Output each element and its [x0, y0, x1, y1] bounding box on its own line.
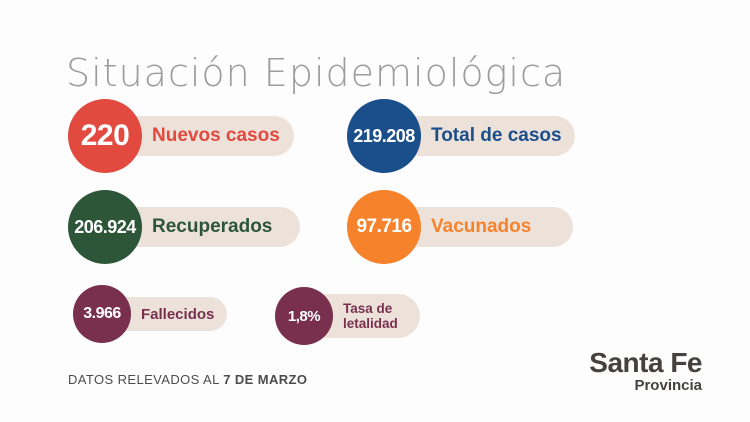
stat-label: Fallecidos	[141, 305, 215, 323]
stat-value: 1,8%	[287, 307, 321, 325]
stat-label: Tasa de letalidad	[343, 301, 398, 331]
footer-note-prefix: DATOS RELEVADOS AL	[68, 372, 224, 387]
stat-circle: 220	[68, 99, 142, 173]
santa-fe-logo: Santa Fe Provincia	[589, 348, 702, 394]
stat-label: Total de casos	[431, 125, 562, 146]
page-title: Situación Epidemiológica	[66, 51, 567, 96]
footer-note: DATOS RELEVADOS AL 7 DE MARZO	[68, 372, 307, 387]
stat-circle: 97.716	[347, 190, 421, 264]
stat-circle: 3.966	[73, 285, 131, 343]
stat-label: Recuperados	[152, 216, 273, 237]
stat-value: 220	[80, 119, 130, 152]
stat-label: Vacunados	[431, 216, 532, 237]
footer-note-date: 7 DE MARZO	[223, 372, 308, 387]
logo-primary-text: Santa Fe	[589, 347, 702, 378]
stat-circle: 1,8%	[275, 287, 333, 345]
stat-circle: 206.924	[68, 190, 142, 264]
stat-value: 3.966	[83, 305, 121, 322]
logo-secondary-text: Provincia	[634, 377, 702, 394]
stat-label: Nuevos casos	[152, 125, 280, 146]
stat-value: 206.924	[74, 216, 136, 237]
stat-circle: 219.208	[347, 99, 421, 173]
stat-value: 219.208	[353, 125, 415, 146]
stat-value: 97.716	[356, 216, 412, 237]
